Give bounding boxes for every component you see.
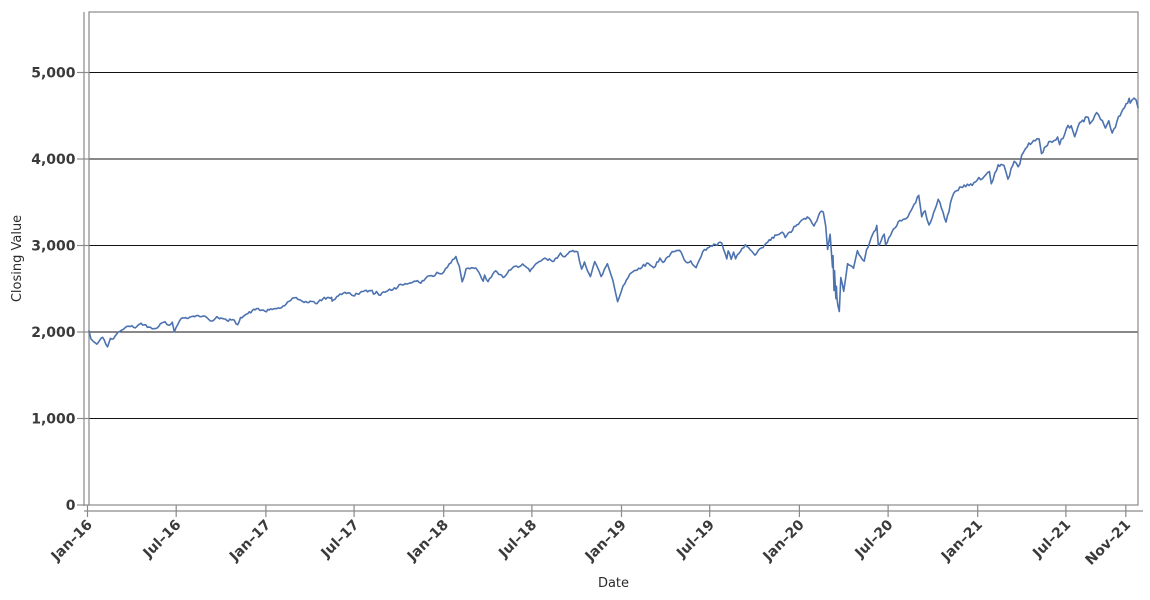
x-tick-label: Jan–20 (760, 517, 808, 565)
axes-spines (83, 11, 1143, 512)
y-tick-labels: 0 1,000 2,000 3,000 4,000 5,000 (31, 66, 76, 515)
tick-marks (77, 71, 1127, 517)
x-tick-label: Jan–16 (48, 517, 96, 565)
x-axis-title: Date (598, 576, 629, 591)
x-tick-label: Jan–17 (226, 517, 274, 565)
gridlines (89, 71, 1138, 420)
y-tick-label: 3,000 (31, 239, 76, 255)
x-tick-label: Jul–21 (1029, 517, 1074, 562)
y-tick-label: 2,000 (31, 325, 76, 341)
plot-border (88, 11, 1139, 506)
x-tick-label: Jul–18 (495, 517, 540, 562)
x-tick-labels: Jan–16 Jul–16 Jan–17 Jul–17 Jan–18 Jul–18 Jan–… (48, 517, 1134, 569)
x-tick-label: Jul–17 (318, 517, 363, 562)
y-tick-label: 5,000 (31, 66, 76, 82)
x-tick-label: Jan–18 (404, 517, 452, 565)
y-axis-title: Closing Value (10, 215, 25, 302)
x-tick-label: Jan–21 (938, 517, 986, 565)
y-tick-label: 4,000 (31, 152, 76, 168)
closing-value-line (88, 97, 1139, 348)
x-tick-label: Jul–20 (852, 517, 897, 562)
x-tick-label: Nov–21 (1083, 517, 1135, 569)
y-tick-label: 0 (66, 498, 76, 514)
x-tick-label: Jul–19 (673, 517, 718, 562)
x-tick-label: Jul–16 (140, 517, 185, 562)
x-tick-label: Jan–19 (582, 517, 630, 565)
y-tick-label: 1,000 (31, 412, 76, 428)
